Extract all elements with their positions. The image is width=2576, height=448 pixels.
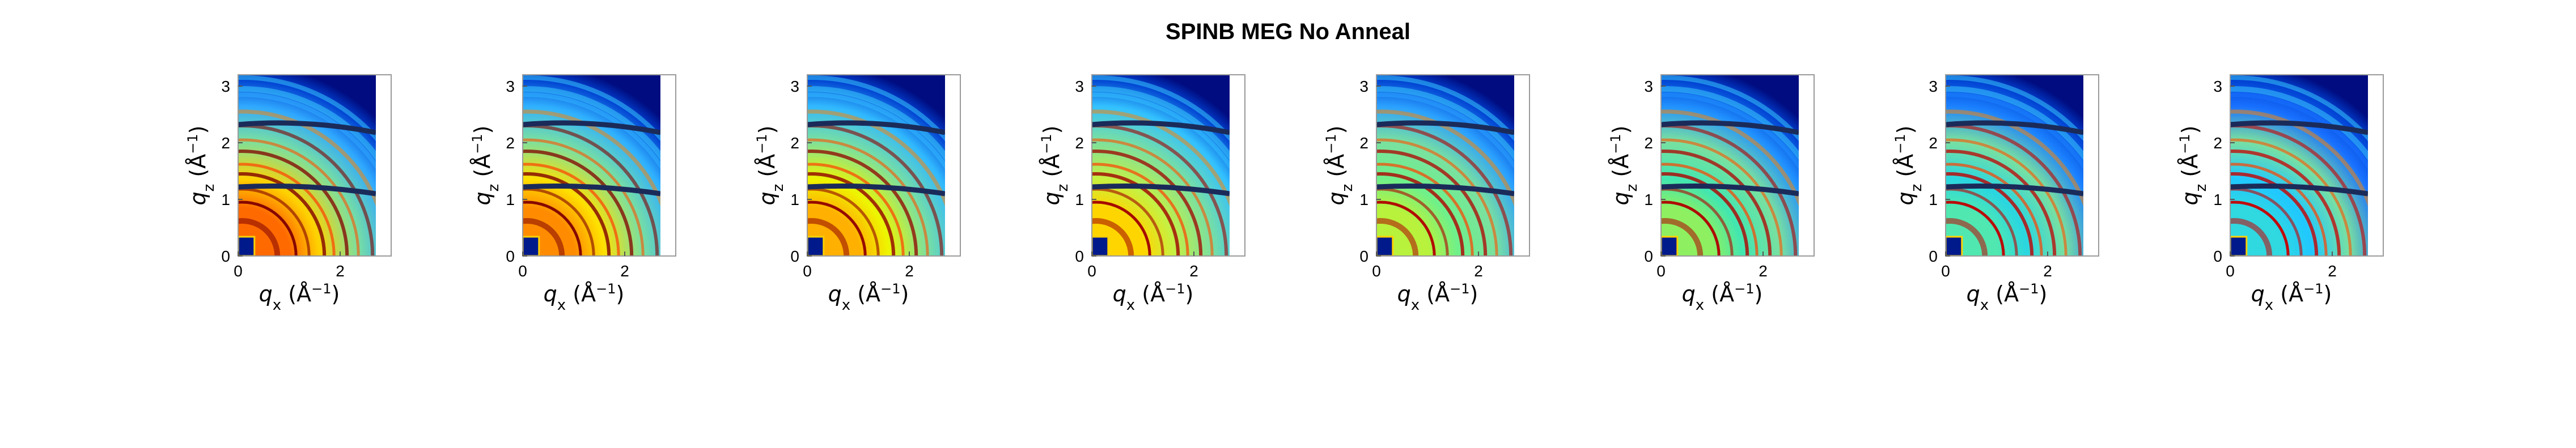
- panel-1: 0 2 0 1 2 3 qx (Å−1) qz (Å−1): [185, 74, 392, 314]
- y-tick-label: 0: [1644, 248, 1653, 265]
- panel-5: 0 2 0 1 2 3 qx (Å−1) qz (Å−1): [1323, 74, 1530, 314]
- figure-title: SPINB MEG No Anneal: [1166, 19, 1410, 44]
- y-tick-label: 0: [221, 248, 230, 265]
- x-tick-label: 2: [336, 262, 345, 280]
- y-tick-label: 0: [1075, 248, 1084, 265]
- y-axis-label: qz (Å−1): [1039, 126, 1071, 206]
- y-tick-label: 2: [506, 134, 515, 152]
- x-axis-label: qx (Å−1): [828, 281, 909, 314]
- y-tick-label: 3: [2213, 78, 2222, 95]
- detector-image: [1946, 75, 2083, 256]
- y-axis-label: qz (Å−1): [469, 126, 502, 206]
- detector-image: [807, 75, 945, 256]
- y-tick-label: 2: [2213, 134, 2222, 152]
- x-tick-label: 2: [1474, 262, 1483, 280]
- y-axis-label: qz (Å−1): [1892, 126, 1925, 206]
- y-tick-label: 3: [221, 78, 230, 95]
- y-tick-label: 1: [1929, 191, 1938, 208]
- y-tick-label: 1: [221, 191, 230, 208]
- x-tick-label: 0: [1087, 262, 1096, 280]
- axes-frame: [1660, 74, 1815, 257]
- x-axis-label: qx (Å−1): [1967, 281, 2048, 314]
- y-tick-label: 3: [1644, 78, 1653, 95]
- x-tick-label: 0: [803, 262, 812, 280]
- x-axis-label: qx (Å−1): [1113, 281, 1194, 314]
- x-tick-label: 2: [905, 262, 914, 280]
- x-axis-label: qx (Å−1): [1682, 281, 1763, 314]
- y-tick-label: 1: [2213, 191, 2222, 208]
- axes-frame: [238, 74, 392, 257]
- panel-7: 0 2 0 1 2 3 qx (Å−1) qz (Å−1): [1892, 74, 2099, 314]
- x-tick-label: 2: [620, 262, 629, 280]
- detector-image: [1661, 75, 1799, 256]
- detector-image: [1092, 75, 1230, 256]
- x-axis-label: qx (Å−1): [2251, 281, 2332, 314]
- panel-4: 0 2 0 1 2 3 qx (Å−1) qz (Å−1): [1039, 74, 1245, 314]
- axes-frame: [1091, 74, 1245, 257]
- detector-image: [523, 75, 660, 256]
- x-tick-label: 2: [2328, 262, 2337, 280]
- y-tick-label: 2: [1075, 134, 1084, 152]
- x-tick-label: 0: [1941, 262, 1950, 280]
- y-tick-label: 1: [790, 191, 799, 208]
- panel-6: 0 2 0 1 2 3 qx (Å−1) qz (Å−1): [1608, 74, 1815, 314]
- x-tick-label: 0: [234, 262, 243, 280]
- axes-frame: [1945, 74, 2099, 257]
- y-tick-label: 2: [221, 134, 230, 152]
- x-tick-label: 0: [518, 262, 527, 280]
- detector-image: [1376, 75, 1514, 256]
- y-axis-label: qz (Å−1): [2177, 126, 2210, 206]
- detector-image: [2230, 75, 2368, 256]
- axes-frame: [1376, 74, 1530, 257]
- x-tick-label: 0: [2226, 262, 2235, 280]
- y-tick-label: 3: [1929, 78, 1938, 95]
- y-tick-label: 1: [1075, 191, 1084, 208]
- y-tick-label: 1: [1359, 191, 1368, 208]
- y-tick-label: 3: [506, 78, 515, 95]
- y-axis-label: qz (Å−1): [754, 126, 787, 206]
- y-tick-label: 2: [1929, 134, 1938, 152]
- y-tick-label: 0: [790, 248, 799, 265]
- y-axis-label: qz (Å−1): [185, 126, 218, 206]
- panel-3: 0 2 0 1 2 3 qx (Å−1) qz (Å−1): [754, 74, 961, 314]
- detector-image: [238, 75, 376, 256]
- y-tick-label: 0: [1929, 248, 1938, 265]
- x-tick-label: 2: [2043, 262, 2052, 280]
- y-tick-label: 1: [506, 191, 515, 208]
- x-tick-label: 2: [1759, 262, 1768, 280]
- x-tick-label: 0: [1372, 262, 1381, 280]
- x-tick-label: 2: [1189, 262, 1198, 280]
- y-axis-label: qz (Å−1): [1323, 126, 1356, 206]
- y-axis-label: qz (Å−1): [1608, 126, 1641, 206]
- y-tick-label: 2: [1359, 134, 1368, 152]
- y-tick-label: 0: [2213, 248, 2222, 265]
- panel-2: 0 2 0 1 2 3 qx (Å−1) qz (Å−1): [469, 74, 676, 314]
- x-axis-label: qx (Å−1): [544, 281, 625, 314]
- y-tick-label: 3: [1359, 78, 1368, 95]
- x-axis-label: qx (Å−1): [1397, 281, 1478, 314]
- axes-frame: [522, 74, 676, 257]
- y-tick-label: 1: [1644, 191, 1653, 208]
- y-tick-label: 3: [790, 78, 799, 95]
- y-tick-label: 2: [1644, 134, 1653, 152]
- y-tick-label: 0: [506, 248, 515, 265]
- y-tick-label: 3: [1075, 78, 1084, 95]
- x-tick-label: 0: [1656, 262, 1666, 280]
- y-tick-label: 2: [790, 134, 799, 152]
- x-axis-label: qx (Å−1): [259, 281, 340, 314]
- y-tick-label: 0: [1359, 248, 1368, 265]
- panel-8: 0 2 0 1 2 3 qx (Å−1) qz (Å−1): [2177, 74, 2384, 314]
- axes-frame: [2230, 74, 2384, 257]
- axes-frame: [807, 74, 961, 257]
